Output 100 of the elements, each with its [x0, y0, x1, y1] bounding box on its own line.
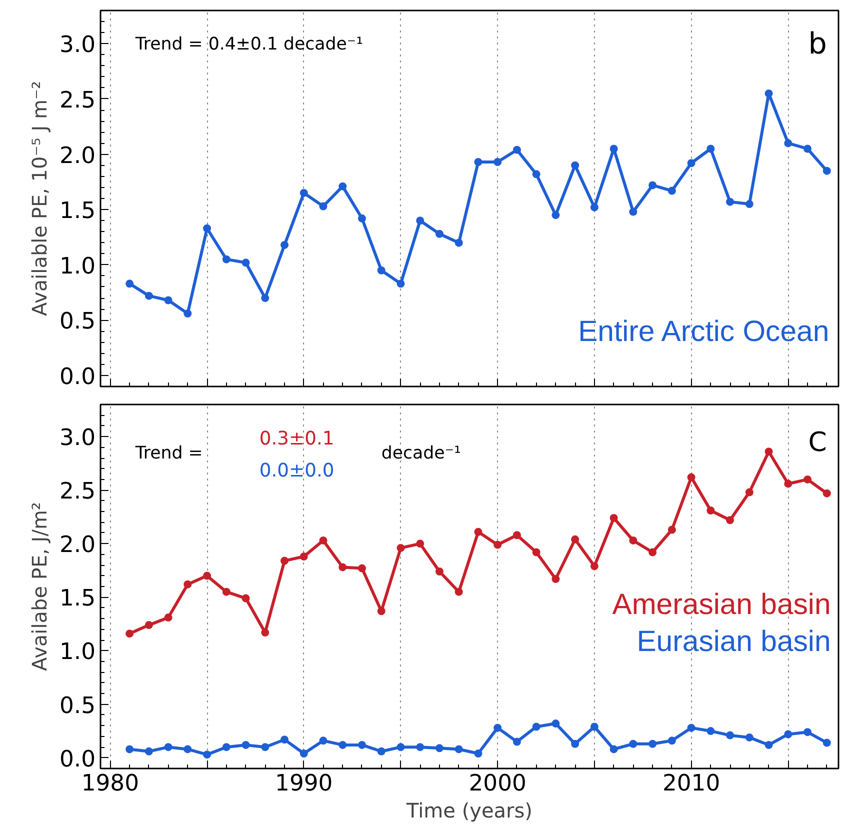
point	[435, 230, 444, 238]
y-tick-label: 0.0	[59, 746, 96, 772]
point	[280, 556, 289, 565]
point	[474, 528, 482, 536]
point	[144, 621, 153, 630]
point	[203, 750, 212, 759]
point	[242, 740, 250, 749]
y-tick-label: 2.0	[59, 532, 96, 558]
point	[338, 740, 347, 749]
point	[184, 310, 192, 318]
y-axis-title: Available PE, 10⁻⁵ J m⁻²	[27, 80, 52, 316]
point	[435, 744, 444, 752]
point	[396, 280, 405, 288]
point	[552, 211, 560, 220]
point	[804, 728, 812, 736]
point	[804, 144, 812, 153]
point	[126, 280, 134, 288]
point	[377, 747, 386, 756]
point	[590, 203, 598, 212]
point	[610, 745, 618, 754]
point	[416, 540, 424, 548]
point	[764, 740, 773, 749]
point	[222, 743, 230, 752]
point	[629, 536, 638, 544]
annotation: b	[808, 26, 827, 60]
point	[435, 568, 444, 576]
point	[648, 181, 657, 190]
series-label: Amerasian basin	[612, 588, 831, 621]
point	[184, 745, 192, 754]
annotation: 0.3±0.1	[259, 428, 334, 450]
point	[804, 475, 812, 484]
point	[396, 544, 405, 552]
point	[687, 724, 696, 732]
x-tick-label: 2000	[468, 770, 526, 796]
point	[726, 198, 734, 206]
point	[377, 607, 386, 616]
point	[668, 736, 676, 745]
point	[164, 743, 172, 752]
point	[590, 562, 598, 570]
point	[280, 736, 289, 744]
point	[571, 740, 580, 748]
point	[144, 747, 153, 756]
annotation: Trend =	[134, 443, 203, 464]
point	[416, 743, 424, 752]
y-tick-label: 1.0	[59, 253, 96, 280]
point	[610, 144, 618, 153]
point	[590, 722, 598, 731]
point	[512, 738, 521, 746]
point	[242, 594, 250, 602]
y-tick-label: 2.0	[59, 142, 96, 169]
point	[784, 139, 792, 148]
y-tick-label: 0.5	[59, 308, 96, 335]
point	[668, 526, 676, 534]
point	[144, 292, 153, 300]
point	[822, 738, 831, 747]
point	[242, 258, 250, 267]
annotation: C	[808, 427, 827, 458]
point	[726, 516, 734, 524]
point	[512, 146, 521, 154]
point	[648, 740, 657, 748]
point	[261, 628, 270, 637]
point	[726, 731, 734, 740]
y-tick-label: 0.5	[59, 692, 96, 719]
x-tick-label: 2010	[662, 770, 720, 796]
x-tick-label: 1980	[81, 770, 140, 796]
point	[261, 294, 270, 302]
point	[203, 224, 212, 232]
point	[629, 740, 638, 748]
point	[668, 186, 676, 195]
y-tick-label: 1.0	[59, 639, 96, 666]
y-tick-label: 2.5	[59, 87, 96, 114]
point	[532, 170, 540, 178]
point	[454, 588, 463, 596]
point	[494, 724, 502, 732]
point	[164, 614, 172, 622]
point	[222, 255, 230, 264]
point	[300, 188, 308, 197]
point	[358, 214, 366, 222]
y-tick-label: 2.5	[59, 478, 96, 505]
point	[319, 202, 328, 210]
point	[706, 506, 715, 514]
point	[532, 722, 540, 731]
annotation: Trend = 0.4±0.1 decade⁻¹	[134, 34, 364, 55]
point	[126, 745, 134, 754]
point	[706, 727, 715, 736]
text: Eurasian basin	[636, 625, 831, 658]
point	[338, 182, 347, 190]
point	[764, 448, 773, 456]
point	[512, 531, 521, 540]
annotation: decade⁻¹	[381, 443, 461, 464]
point	[648, 548, 657, 556]
point	[338, 563, 347, 572]
point	[184, 580, 192, 588]
point	[571, 535, 580, 544]
annotation: 0.0±0.0	[259, 460, 334, 482]
point	[416, 216, 424, 225]
point	[261, 743, 270, 752]
point	[454, 745, 463, 754]
point	[358, 740, 366, 749]
point	[629, 208, 638, 216]
